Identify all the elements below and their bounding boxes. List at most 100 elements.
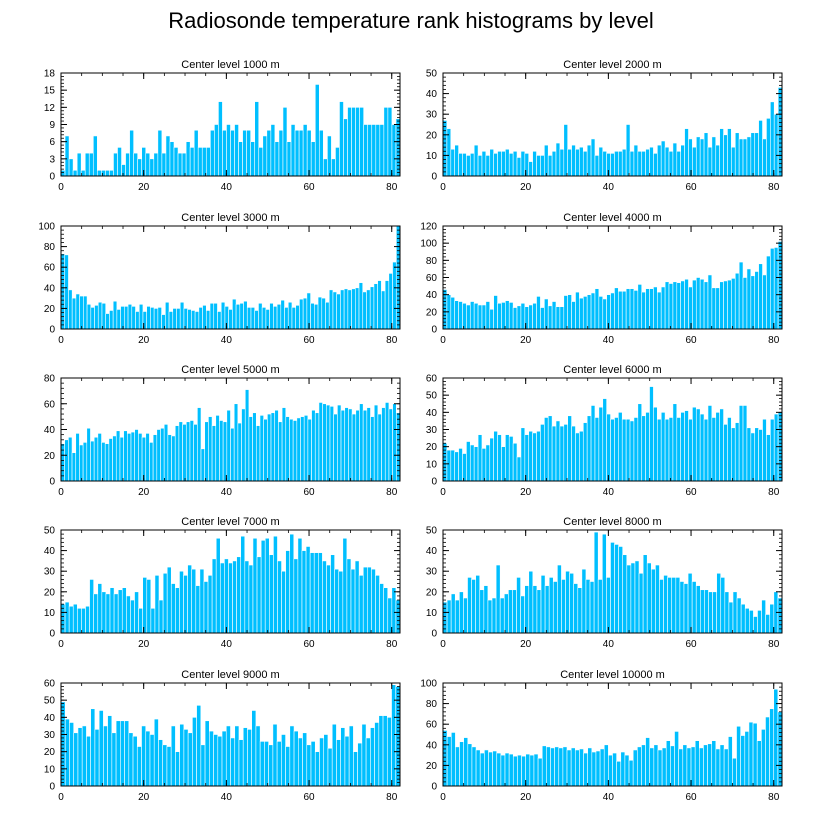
histogram-bar: [645, 737, 651, 787]
histogram-bar: [305, 546, 311, 634]
histogram-bar: [489, 148, 494, 177]
histogram-bar: [258, 147, 264, 177]
histogram-bar: [332, 291, 337, 330]
plot-frame: [60, 529, 401, 634]
histogram-bar: [203, 581, 209, 634]
histogram-bar: [618, 546, 624, 634]
histogram-bar: [547, 155, 553, 177]
histogram-bar: [642, 554, 648, 634]
histogram-bar: [544, 417, 549, 482]
histogram-bar: [641, 744, 646, 787]
histogram-bar: [590, 292, 596, 330]
histogram-bar: [81, 607, 86, 634]
histogram-bar: [219, 562, 225, 634]
histogram-bar: [294, 129, 300, 177]
panel-title: Center level 8000 m: [563, 516, 661, 528]
histogram-bar: [723, 424, 728, 482]
panel-title: Center level 6000 m: [563, 364, 661, 376]
histogram-bar: [695, 277, 701, 330]
histogram-bar: [512, 755, 518, 787]
y-tick-label: 40: [44, 713, 56, 724]
histogram-bar: [711, 287, 717, 330]
histogram-bar: [379, 583, 384, 634]
histogram-bar: [684, 278, 689, 330]
x-tick-label: 20: [138, 182, 150, 193]
x-tick-label: 40: [603, 487, 615, 498]
histogram-bar: [719, 408, 724, 482]
histogram-bar: [525, 753, 531, 787]
histogram-bar: [769, 708, 775, 787]
histogram-bar: [496, 752, 502, 787]
histogram-bar: [255, 425, 261, 482]
histogram-bar: [88, 152, 94, 177]
histogram-bar: [454, 599, 460, 634]
y-tick-label: 9: [49, 120, 55, 131]
panel-title: Center level 4000 m: [563, 212, 661, 224]
histogram-bar: [86, 735, 91, 787]
y-tick-label: 50: [426, 526, 438, 537]
histogram-bar: [369, 286, 375, 330]
histogram-bar: [79, 295, 84, 330]
histogram-bar: [334, 568, 340, 634]
histogram-bar: [569, 572, 574, 634]
histogram-bar: [166, 746, 172, 787]
histogram-bar: [742, 405, 748, 482]
histogram-bar: [528, 304, 533, 330]
histogram-bar: [218, 101, 223, 177]
histogram-bar: [260, 539, 266, 634]
y-tick-label: 20: [44, 451, 56, 462]
histogram-bar: [232, 298, 237, 330]
histogram-bar: [570, 747, 576, 787]
histogram-bar: [64, 439, 69, 482]
histogram-bar: [489, 437, 494, 482]
histogram-bar: [736, 725, 741, 787]
y-tick-label: 100: [420, 239, 437, 250]
histogram-bar: [469, 301, 475, 330]
histogram-bar: [703, 132, 709, 177]
histogram-bar: [692, 146, 697, 177]
histogram-bar: [565, 570, 570, 634]
histogram-bar: [293, 730, 299, 787]
histogram-bar: [632, 749, 638, 787]
histogram-bar: [732, 591, 738, 634]
histogram-bar: [153, 152, 159, 177]
histogram-bar: [247, 729, 252, 787]
histogram-bar: [574, 749, 580, 787]
histogram-bar: [221, 730, 227, 787]
y-tick-label: 3: [49, 154, 55, 165]
histogram-bar: [238, 141, 243, 177]
histogram-bar: [586, 415, 592, 482]
y-tick-label: 30: [426, 110, 438, 121]
histogram-bar: [489, 308, 494, 330]
histogram-bar: [540, 307, 545, 330]
histogram-bar: [723, 134, 728, 177]
histogram-bar: [683, 583, 689, 634]
histogram-bar: [475, 575, 481, 634]
histogram-bar: [302, 124, 308, 177]
histogram-bar: [614, 544, 619, 634]
histogram-bar: [94, 305, 99, 330]
histogram-bar: [264, 741, 269, 787]
histogram-bar: [516, 305, 522, 330]
histogram-bar: [614, 287, 619, 330]
histogram-bar: [113, 152, 118, 177]
panel-title: Center level 1000 m: [181, 59, 279, 71]
y-tick-label: 10: [426, 459, 438, 470]
histogram-bar: [446, 736, 452, 787]
histogram-bar: [138, 607, 143, 634]
histogram-bar: [111, 732, 117, 787]
histogram-bar: [153, 718, 159, 787]
histogram-bar: [750, 132, 756, 177]
histogram-bar: [734, 132, 740, 177]
histogram-bar: [225, 725, 231, 787]
histogram-bar: [675, 577, 681, 634]
histogram-bar: [117, 147, 122, 177]
histogram-bar: [154, 575, 160, 634]
x-tick-label: 40: [603, 335, 615, 346]
y-tick-label: 60: [44, 263, 56, 274]
histogram-bar: [676, 417, 681, 482]
histogram-bar: [624, 754, 630, 787]
histogram-bar: [145, 433, 150, 482]
histogram-bar: [286, 141, 292, 177]
x-tick-label: 20: [520, 182, 532, 193]
